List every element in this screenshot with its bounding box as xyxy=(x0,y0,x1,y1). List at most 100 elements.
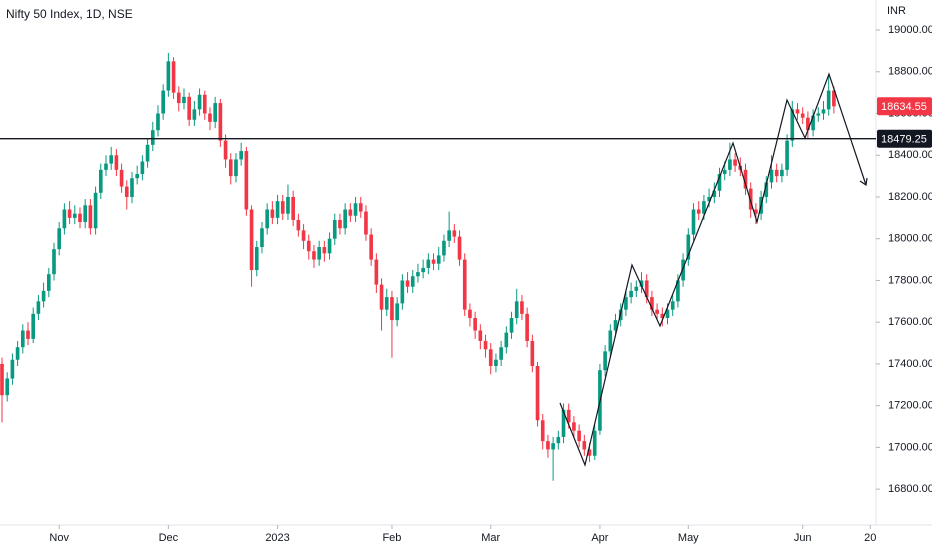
candle-body xyxy=(260,228,264,248)
candle-body xyxy=(535,365,540,421)
candle-body xyxy=(364,211,368,235)
candle-body xyxy=(301,230,306,241)
candle-body xyxy=(764,182,769,197)
candle-body xyxy=(395,303,399,321)
candle-body xyxy=(556,436,561,444)
candle-body xyxy=(280,201,285,214)
y-tick-label: 19000.00 xyxy=(888,24,932,36)
candle-body xyxy=(774,169,779,177)
candle-body xyxy=(769,169,774,183)
candle-body xyxy=(72,213,77,218)
candle-body xyxy=(41,290,46,302)
candle-body xyxy=(655,309,659,314)
candle-body xyxy=(62,209,67,229)
candle-body xyxy=(109,155,114,164)
candle-body xyxy=(442,240,446,256)
candle-body xyxy=(286,196,290,214)
candle-body xyxy=(650,297,654,310)
candle-body xyxy=(800,113,805,118)
chart-title: Nifty 50 Index, 1D, NSE xyxy=(6,7,133,21)
candle-body xyxy=(780,169,784,177)
candle-body xyxy=(88,205,93,229)
candle-body xyxy=(572,422,576,431)
drawing-arrowhead xyxy=(859,177,868,187)
candle-body xyxy=(343,209,347,229)
candle-body xyxy=(327,238,332,254)
candle-body xyxy=(462,259,467,310)
candle-body xyxy=(67,209,72,218)
candle-body xyxy=(249,209,254,271)
candle-body xyxy=(447,230,451,241)
candle-body xyxy=(114,155,119,170)
candle-body xyxy=(613,320,618,331)
candle-body xyxy=(681,259,685,281)
y-tick-label: 16800.00 xyxy=(888,483,932,495)
candle-body xyxy=(603,351,607,371)
candle-body xyxy=(5,378,10,396)
candle-body xyxy=(150,130,155,145)
candle-body xyxy=(208,113,212,122)
candle-body xyxy=(390,297,394,321)
candle-body xyxy=(338,219,342,229)
candle-body xyxy=(629,290,633,298)
candle-body xyxy=(384,297,389,310)
candle-body xyxy=(46,274,51,291)
candle-body xyxy=(140,161,145,175)
candle-body xyxy=(520,301,524,314)
candle-body xyxy=(754,209,758,214)
candle-body xyxy=(405,280,410,287)
candle-body xyxy=(421,267,425,273)
candle-body xyxy=(52,249,56,275)
y-tick-label: 18000.00 xyxy=(888,233,932,245)
candle-body xyxy=(93,192,98,229)
candle-body xyxy=(171,61,176,93)
candle-body xyxy=(743,169,748,189)
candle-body xyxy=(478,330,483,341)
candle-body xyxy=(592,430,597,456)
candle-body xyxy=(514,301,519,319)
y-tick-label: 17800.00 xyxy=(888,274,932,286)
candle-body xyxy=(218,103,223,141)
candle-body xyxy=(790,109,795,141)
candle-body xyxy=(410,276,415,287)
candle-body xyxy=(202,94,207,114)
x-tick-label: 2023 xyxy=(265,532,289,544)
candle-body xyxy=(374,259,379,285)
candle-body xyxy=(0,363,4,396)
candle-body xyxy=(379,284,384,310)
candle-body xyxy=(452,230,457,237)
last-price-bg xyxy=(877,97,932,116)
y-tick-label: 18400.00 xyxy=(888,149,932,161)
candle-body xyxy=(416,272,420,277)
candle-body xyxy=(265,209,269,229)
candle-body xyxy=(306,240,311,252)
candle-body xyxy=(728,159,732,170)
hline-label: 18479.25 xyxy=(881,134,927,146)
candle-body xyxy=(228,159,233,177)
candle-body xyxy=(696,209,701,214)
candle-body xyxy=(296,219,301,231)
drawing-zigzag xyxy=(559,72,867,467)
candle-body xyxy=(551,443,555,450)
candle-body xyxy=(348,209,353,216)
candle-body xyxy=(161,90,165,114)
x-tick-label: May xyxy=(678,532,699,544)
candles xyxy=(0,53,836,481)
currency: INR xyxy=(887,5,906,17)
candle-body xyxy=(124,186,129,197)
candle-body xyxy=(702,201,706,214)
candle-body xyxy=(806,117,810,131)
candle-body xyxy=(660,313,665,319)
candle-body xyxy=(811,115,815,131)
candle-body xyxy=(57,228,62,250)
candle-body xyxy=(483,340,488,350)
candle-body xyxy=(665,309,670,319)
candle-body xyxy=(156,113,160,131)
candle-body xyxy=(369,234,373,260)
y-tick-label: 17000.00 xyxy=(888,441,932,453)
x-tick-label: Apr xyxy=(591,532,608,544)
candle-body xyxy=(436,255,441,264)
candle-body xyxy=(691,209,696,235)
candle-body xyxy=(322,247,327,254)
candle-body xyxy=(213,103,217,122)
